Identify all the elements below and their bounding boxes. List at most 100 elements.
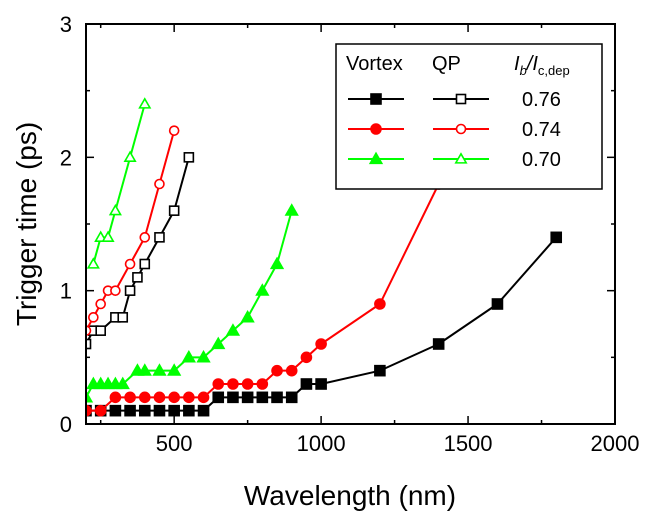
legend-marker-qp <box>455 123 467 135</box>
data-point <box>95 298 106 310</box>
data-point <box>124 391 136 404</box>
x-tick-label: 500 <box>156 431 193 456</box>
y-tick-label: 2 <box>60 145 72 170</box>
series-line <box>86 183 440 412</box>
data-point <box>168 205 180 216</box>
series-3 <box>86 152 195 350</box>
data-point <box>240 309 255 323</box>
data-point <box>256 391 269 404</box>
data-point <box>197 404 210 417</box>
series-4 <box>86 125 180 336</box>
data-point <box>124 285 136 296</box>
data-point <box>115 376 130 390</box>
data-point <box>183 152 195 163</box>
data-point <box>154 232 165 243</box>
data-point <box>285 364 298 377</box>
series-5 <box>86 97 152 269</box>
legend-header-ratio: Ib/Ic,dep <box>514 53 570 78</box>
data-point <box>94 404 107 417</box>
data-point <box>227 391 239 404</box>
data-point <box>196 349 211 363</box>
data-point <box>181 349 196 363</box>
legend-label: 0.74 <box>522 119 561 141</box>
legend-label: 0.76 <box>522 89 561 111</box>
data-point <box>86 404 92 417</box>
data-point <box>168 125 180 136</box>
data-point <box>88 312 99 323</box>
legend: Vortex QP Ib/Ic,dep 0.76 0.74 0.70 <box>335 43 603 190</box>
legend-marker-qp <box>454 152 468 164</box>
x-tick-label: 1000 <box>297 431 346 456</box>
data-point <box>197 391 210 404</box>
data-point <box>101 230 115 243</box>
data-point <box>271 364 283 377</box>
data-point <box>86 389 94 403</box>
data-point <box>271 391 283 404</box>
y-tick-label: 3 <box>60 12 72 37</box>
data-point <box>86 338 92 350</box>
series-line <box>86 210 293 398</box>
data-point <box>183 391 195 404</box>
data-point <box>123 150 137 163</box>
data-point <box>212 391 225 404</box>
y-tick-label: 0 <box>60 412 72 437</box>
y-axis-title: Trigger time (ps) <box>11 122 42 326</box>
data-point <box>255 283 270 296</box>
data-point <box>300 351 313 364</box>
legend-header-qp: QP <box>432 53 461 75</box>
data-point <box>550 231 563 244</box>
data-point <box>86 257 100 269</box>
legend-marker-vortex <box>370 93 382 105</box>
data-point <box>124 404 136 417</box>
legend-label: 0.70 <box>522 149 561 171</box>
data-point <box>124 258 136 270</box>
data-point <box>167 363 182 376</box>
y-tick-label: 1 <box>60 279 72 304</box>
legend-row: 0.76 <box>348 89 561 111</box>
data-point <box>225 323 241 336</box>
legend-header-vortex: Vortex <box>346 53 403 75</box>
data-point <box>138 97 152 109</box>
legend-row: 0.74 <box>348 119 561 141</box>
data-point <box>315 378 327 390</box>
data-point <box>137 363 152 376</box>
data-point <box>138 404 151 417</box>
legend-marker-vortex <box>370 123 382 135</box>
data-point <box>256 378 269 390</box>
data-point <box>139 232 151 243</box>
data-point <box>110 285 121 296</box>
data-point <box>212 378 225 390</box>
data-point <box>139 258 151 270</box>
data-point <box>491 298 504 310</box>
data-point <box>432 338 445 350</box>
legend-row: 0.70 <box>348 149 561 171</box>
data-point <box>168 404 180 417</box>
series-0 <box>86 231 563 417</box>
data-point <box>153 404 166 417</box>
x-axis-title: Wavelength (nm) <box>244 480 456 511</box>
data-point <box>132 272 143 283</box>
data-point <box>227 378 239 390</box>
series-1 <box>86 178 445 417</box>
data-point <box>285 391 298 404</box>
data-point <box>86 325 92 336</box>
data-point <box>211 336 226 350</box>
data-point <box>154 178 165 190</box>
data-point <box>153 391 166 404</box>
x-tick-label: 2000 <box>591 431 640 456</box>
data-point <box>109 391 122 404</box>
data-point <box>241 391 254 404</box>
data-point <box>95 325 106 336</box>
data-point <box>138 391 151 404</box>
data-point <box>284 203 299 216</box>
data-point <box>183 404 195 417</box>
data-point <box>109 404 122 417</box>
data-point <box>269 256 285 270</box>
data-point <box>374 298 386 310</box>
legend-box <box>335 43 603 190</box>
data-point <box>168 391 180 404</box>
data-point <box>241 378 254 390</box>
data-point <box>117 312 129 323</box>
series-2 <box>86 203 299 403</box>
